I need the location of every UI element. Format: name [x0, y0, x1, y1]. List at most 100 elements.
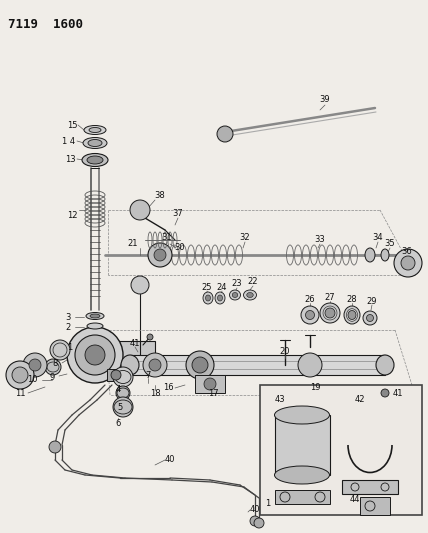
- Text: 34: 34: [373, 233, 383, 243]
- Ellipse shape: [365, 248, 375, 262]
- Bar: [107, 369, 125, 381]
- Circle shape: [394, 249, 422, 277]
- Ellipse shape: [274, 406, 330, 424]
- Ellipse shape: [301, 306, 319, 324]
- Ellipse shape: [83, 138, 107, 149]
- Text: 15: 15: [67, 120, 77, 130]
- Ellipse shape: [215, 292, 225, 304]
- Text: 10: 10: [27, 376, 37, 384]
- Text: 8: 8: [52, 359, 58, 367]
- Text: 26: 26: [305, 295, 315, 303]
- Circle shape: [45, 359, 61, 375]
- Circle shape: [298, 353, 322, 377]
- Text: 32: 32: [240, 233, 250, 243]
- Text: 37: 37: [172, 208, 183, 217]
- Circle shape: [148, 243, 172, 267]
- Circle shape: [381, 389, 389, 397]
- Ellipse shape: [348, 311, 356, 319]
- Text: 3: 3: [65, 312, 71, 321]
- Bar: [342, 480, 398, 494]
- Circle shape: [217, 126, 233, 142]
- Circle shape: [113, 367, 133, 387]
- Text: 33: 33: [315, 236, 325, 245]
- Ellipse shape: [274, 466, 330, 484]
- Ellipse shape: [247, 293, 253, 297]
- Bar: [195, 375, 225, 393]
- Text: 43: 43: [275, 395, 285, 405]
- Ellipse shape: [87, 156, 103, 164]
- Ellipse shape: [82, 154, 108, 166]
- Circle shape: [12, 367, 28, 383]
- Circle shape: [204, 378, 216, 390]
- Text: 1: 1: [265, 498, 270, 507]
- Text: 12: 12: [67, 211, 77, 220]
- Text: 1 4: 1 4: [62, 136, 76, 146]
- Ellipse shape: [87, 323, 103, 329]
- Text: 24: 24: [217, 282, 227, 292]
- Ellipse shape: [320, 303, 340, 323]
- Text: 30: 30: [175, 243, 185, 252]
- Circle shape: [147, 334, 153, 340]
- Ellipse shape: [229, 290, 241, 300]
- Text: 7119  1600: 7119 1600: [8, 18, 83, 31]
- Ellipse shape: [86, 312, 104, 319]
- Text: 2: 2: [65, 322, 71, 332]
- Text: 20: 20: [280, 348, 290, 357]
- Text: 19: 19: [310, 384, 320, 392]
- Circle shape: [111, 370, 121, 380]
- Text: 35: 35: [385, 239, 395, 248]
- Text: 17: 17: [208, 389, 218, 398]
- Circle shape: [254, 518, 264, 528]
- Text: 1: 1: [67, 343, 73, 352]
- Text: 11: 11: [15, 389, 25, 398]
- Circle shape: [130, 200, 150, 220]
- Ellipse shape: [84, 125, 106, 134]
- Circle shape: [85, 345, 105, 365]
- Text: 16: 16: [163, 384, 173, 392]
- Ellipse shape: [376, 355, 394, 375]
- Ellipse shape: [325, 308, 335, 318]
- Circle shape: [75, 335, 115, 375]
- Text: 22: 22: [248, 278, 258, 287]
- Text: 38: 38: [155, 190, 165, 199]
- Ellipse shape: [121, 355, 139, 375]
- Text: 36: 36: [401, 247, 412, 256]
- Ellipse shape: [203, 292, 213, 304]
- Text: 44: 44: [350, 496, 360, 505]
- Text: 25: 25: [202, 282, 212, 292]
- Text: 6: 6: [115, 418, 121, 427]
- Bar: [275, 490, 330, 504]
- Circle shape: [29, 359, 41, 371]
- Text: 41: 41: [130, 340, 140, 349]
- Text: 9: 9: [49, 374, 55, 383]
- Text: 40: 40: [250, 505, 260, 514]
- Ellipse shape: [90, 314, 100, 318]
- Ellipse shape: [363, 311, 377, 325]
- Ellipse shape: [344, 306, 360, 324]
- Bar: [260, 385, 422, 515]
- Text: 41: 41: [393, 389, 403, 398]
- Circle shape: [131, 276, 149, 294]
- Text: 21: 21: [128, 238, 138, 247]
- Bar: [275, 415, 330, 475]
- Circle shape: [50, 340, 70, 360]
- Text: 29: 29: [367, 296, 377, 305]
- Ellipse shape: [88, 140, 102, 147]
- Ellipse shape: [205, 295, 211, 301]
- Text: 4: 4: [116, 385, 121, 394]
- Circle shape: [192, 357, 208, 373]
- Circle shape: [143, 353, 167, 377]
- Bar: [130, 355, 385, 375]
- Text: 13: 13: [65, 155, 75, 164]
- Text: 28: 28: [347, 295, 357, 303]
- Circle shape: [113, 397, 133, 417]
- Bar: [95, 341, 155, 369]
- Bar: [360, 497, 390, 515]
- Text: 27: 27: [325, 293, 335, 302]
- Ellipse shape: [381, 249, 389, 261]
- Circle shape: [67, 327, 123, 383]
- Circle shape: [23, 353, 47, 377]
- Ellipse shape: [89, 127, 101, 133]
- Text: 7: 7: [146, 370, 151, 379]
- Circle shape: [154, 249, 166, 261]
